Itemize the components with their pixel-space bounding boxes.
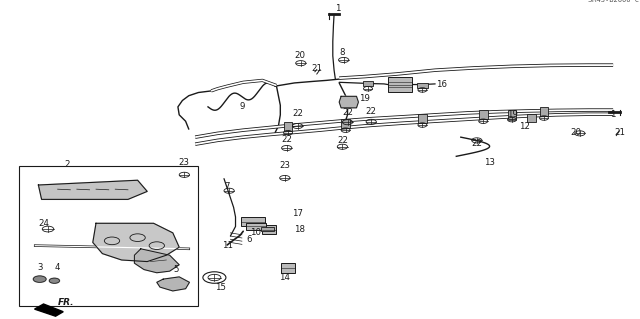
Bar	[388, 77, 412, 92]
Text: 22: 22	[337, 136, 348, 145]
Bar	[284, 122, 292, 131]
Text: 7: 7	[225, 182, 230, 191]
Text: 2: 2	[65, 160, 70, 169]
Text: 21: 21	[311, 64, 323, 73]
Text: 23: 23	[179, 158, 190, 167]
Text: SM43-B2600 C: SM43-B2600 C	[588, 0, 639, 3]
Text: 24: 24	[38, 219, 49, 228]
Polygon shape	[93, 223, 179, 262]
Polygon shape	[38, 180, 147, 199]
Text: 17: 17	[292, 209, 303, 218]
Text: 22: 22	[471, 139, 483, 148]
Text: 12: 12	[519, 122, 531, 130]
Text: 15: 15	[215, 283, 227, 292]
Polygon shape	[134, 249, 179, 273]
Text: 6: 6	[247, 235, 252, 244]
Bar	[479, 110, 488, 119]
Bar	[363, 81, 373, 86]
Text: 21: 21	[614, 128, 625, 137]
Text: 14: 14	[279, 273, 291, 282]
Text: FR.: FR.	[58, 298, 74, 307]
Bar	[262, 225, 276, 234]
Text: 10: 10	[250, 228, 262, 237]
Bar	[241, 217, 265, 226]
Polygon shape	[339, 96, 358, 108]
Bar	[341, 119, 350, 128]
Circle shape	[49, 278, 60, 283]
Circle shape	[33, 276, 46, 282]
Polygon shape	[157, 277, 189, 291]
Text: 11: 11	[221, 241, 233, 250]
Bar	[19, 166, 198, 306]
Text: 22: 22	[342, 108, 353, 117]
Text: 19: 19	[507, 110, 517, 119]
Bar	[540, 107, 548, 116]
Bar	[281, 263, 295, 273]
Text: 22: 22	[292, 109, 303, 118]
Bar	[246, 223, 266, 230]
Bar	[508, 110, 516, 119]
Bar	[261, 227, 274, 231]
Text: 20: 20	[570, 128, 582, 137]
Text: 19: 19	[360, 94, 370, 103]
Polygon shape	[35, 304, 63, 316]
Text: 1: 1	[335, 4, 340, 13]
Text: 16: 16	[436, 80, 447, 89]
Text: 22: 22	[281, 135, 292, 144]
Text: 5: 5	[173, 265, 179, 274]
Text: 4: 4	[55, 263, 60, 272]
Text: 3: 3	[37, 263, 42, 272]
Bar	[417, 83, 428, 88]
Text: 8: 8	[340, 48, 345, 57]
Text: 22: 22	[365, 107, 377, 116]
Text: 13: 13	[484, 158, 495, 167]
Text: 9: 9	[239, 102, 244, 111]
Text: 1: 1	[611, 110, 616, 119]
Text: 18: 18	[294, 225, 305, 234]
Text: 20: 20	[294, 51, 305, 60]
Bar	[527, 114, 536, 122]
Bar	[418, 114, 427, 123]
Text: 23: 23	[279, 161, 291, 170]
